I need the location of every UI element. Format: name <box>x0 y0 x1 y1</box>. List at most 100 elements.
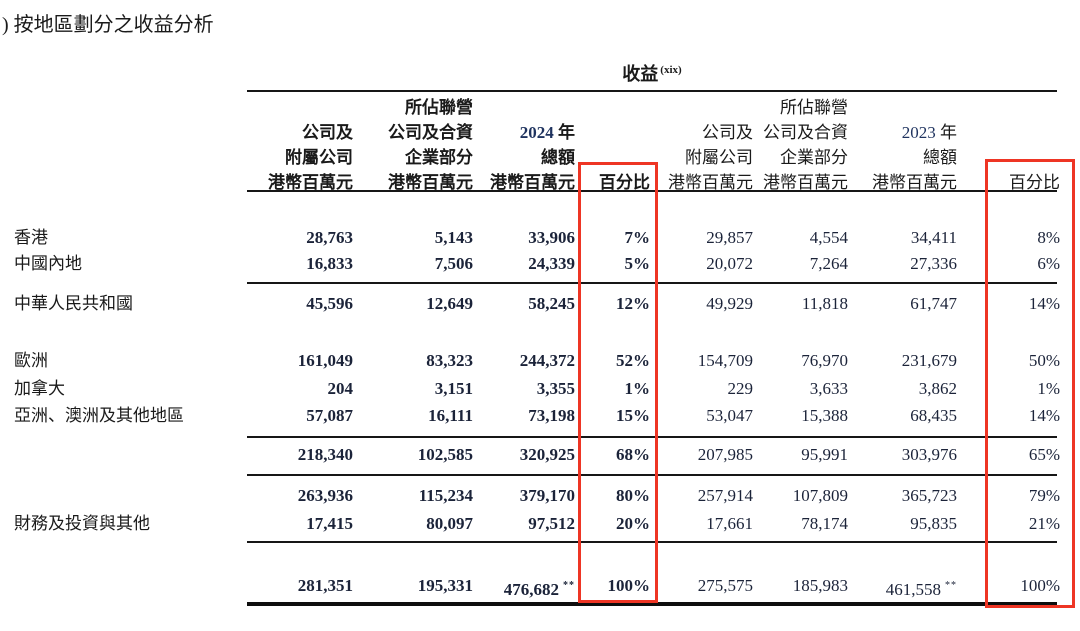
row-label <box>14 572 233 599</box>
row-label: 財務及投資與其他 <box>14 514 150 533</box>
cell-2024-col1: 28,763 <box>306 228 353 247</box>
cell-2024-col3: 24,339 <box>528 254 575 273</box>
cell-2023-col7: 303,976 <box>901 445 957 464</box>
cell-2024-col4: 12% <box>616 294 650 313</box>
group-header-label: 收益 <box>622 64 659 84</box>
table-rule-regions-subtotal <box>247 436 1057 438</box>
cell-2023-col5: 229 <box>727 379 754 398</box>
header-cell-company-2023: 公司及 <box>702 123 753 142</box>
cell-2024-col4: 5% <box>624 254 651 273</box>
cell-2023-col6: 4,554 <box>809 228 848 247</box>
group-header-footnote-ref: (xix) <box>660 64 682 76</box>
cell-2023-col5: 29,857 <box>706 228 753 247</box>
cell-2024-col1: 57,087 <box>306 406 353 425</box>
header-cell-enterprise-2024: 企業部分 <box>405 148 473 167</box>
table-row: 歐洲 161,049 83,323 244,372 52% 154,709 76,970 23… <box>14 347 1060 374</box>
year-suffix: 年 <box>553 123 575 142</box>
cell-2024-col2: 115,234 <box>418 486 473 505</box>
cell-2024-col3: 379,170 <box>519 486 575 505</box>
cell-2023-col8: 8% <box>1037 228 1060 247</box>
table-rule-bottom <box>247 602 1057 606</box>
table-header-row: 附屬公司 企業部分 總額 附屬公司 企業部分 總額 <box>14 145 1060 170</box>
cell-2024-col3: 476,682 ** <box>503 580 575 599</box>
cell-2023-col5: 20,072 <box>706 254 753 273</box>
row-label <box>14 482 233 509</box>
header-cell <box>14 170 233 195</box>
cell-2023-col7: 27,336 <box>910 254 957 273</box>
cell-2023-col8: 14% <box>1028 294 1060 313</box>
cell-2023-col5: 257,914 <box>697 486 753 505</box>
cell-2023-col8: 1% <box>1037 379 1060 398</box>
cell-2023-col7: 68,435 <box>910 406 957 425</box>
header-cell-subsidiaries-2024: 附屬公司 <box>285 148 353 167</box>
header-cell <box>957 120 1060 145</box>
header-cell <box>575 120 650 145</box>
header-cell <box>957 95 1060 120</box>
cell-2023-col7: 3,862 <box>918 379 957 398</box>
cell-2023-col8: 65% <box>1028 445 1060 464</box>
footnote-marker: ** <box>563 580 575 591</box>
table-header-row: 公司及 公司及合資 2024 年 公司及 公司及合資 2023 年 <box>14 120 1060 145</box>
cell-2023-col8: 100% <box>1020 576 1060 595</box>
cell-2023-col6: 3,633 <box>809 379 848 398</box>
header-cell-subsidiaries-2023: 附屬公司 <box>685 148 753 167</box>
cell-2024-col3: 58,245 <box>528 294 575 313</box>
header-cell <box>650 95 753 120</box>
highlight-box-2023-percent <box>985 159 1075 608</box>
header-percentage-2024: 百分比 <box>599 173 650 192</box>
header-cell-total-2023: 總額 <box>923 148 957 167</box>
header-cell-year-2023: 2023 年 <box>848 120 957 145</box>
header-cell <box>473 95 575 120</box>
table-rule-prc-subtotal <box>247 282 1057 284</box>
header-unit-hkd-millions: 港幣百萬元 <box>872 173 957 192</box>
highlight-box-2024-percent <box>578 162 658 603</box>
cell-2023-col7: 461,558 ** <box>885 580 957 599</box>
cell-2023-col6: 11,818 <box>801 294 848 313</box>
cell-2024-col1: 16,833 <box>306 254 353 273</box>
table-row: 亞洲、澳洲及其他地區 57,087 16,111 73,198 15% 53,047 15,… <box>14 402 1060 429</box>
cell-2023-col7: 365,723 <box>901 486 957 505</box>
cell-2024-col1: 17,415 <box>306 514 353 533</box>
table-rule-header-bottom <box>247 190 1057 192</box>
header-unit-hkd-millions: 港幣百萬元 <box>388 173 473 192</box>
header-cell <box>575 95 650 120</box>
row-label: 香港 <box>14 228 48 247</box>
table-group-header: 收益 (xix) <box>247 60 1057 86</box>
cell-2024-col3: 244,372 <box>519 351 575 370</box>
row-label: 歐洲 <box>14 351 48 370</box>
header-cell-associates-2023: 所佔聯營 <box>780 98 848 117</box>
cell-2024-col3: 73,198 <box>528 406 575 425</box>
year-2024: 2024 <box>519 123 554 142</box>
cell-2024-col2: 16,111 <box>428 406 473 425</box>
page-title: ) 按地區劃分之收益分析 <box>2 14 214 36</box>
cell-2024-col1: 45,596 <box>306 294 353 313</box>
table-rule-top <box>247 90 1057 92</box>
cell-2024-col2: 195,331 <box>417 576 473 595</box>
header-cell <box>14 145 233 170</box>
cell-2023-col5: 49,929 <box>706 294 753 313</box>
cell-2023-col5: 53,047 <box>706 406 753 425</box>
cell-2024-col2: 3,151 <box>434 379 473 398</box>
header-cell-jv-2023: 公司及合資 <box>763 123 848 142</box>
cell-2024-col1: 204 <box>327 379 354 398</box>
header-cell-company-2024: 公司及 <box>302 123 353 142</box>
header-cell-year-2024: 2024 年 <box>473 120 575 145</box>
header-cell-associates-2024: 所佔聯營 <box>405 98 473 117</box>
cell-2024-col2: 80,097 <box>426 514 473 533</box>
cell-2024-col4: 100% <box>607 576 651 595</box>
row-label <box>14 441 233 468</box>
footnote-marker: ** <box>945 580 957 591</box>
header-percentage-2023: 百分比 <box>1009 173 1060 192</box>
cell-2023-col7: 231,679 <box>901 351 957 370</box>
header-unit-hkd-millions: 港幣百萬元 <box>668 173 753 192</box>
table-row: 281,351 195,331 476,682 ** 100% 275,575 185,98… <box>14 572 1060 599</box>
cell-2023-col8: 21% <box>1028 514 1060 533</box>
cell-2023-col8: 79% <box>1028 486 1060 505</box>
cell-2023-col5: 17,661 <box>706 514 753 533</box>
row-label: 加拿大 <box>14 379 65 398</box>
cell-2024-col4: 20% <box>616 514 650 533</box>
header-unit-hkd-millions: 港幣百萬元 <box>763 173 848 192</box>
cell-2023-col6: 78,174 <box>801 514 848 533</box>
cell-2024-col2: 5,143 <box>434 228 473 247</box>
cell-2024-col4: 52% <box>616 351 650 370</box>
